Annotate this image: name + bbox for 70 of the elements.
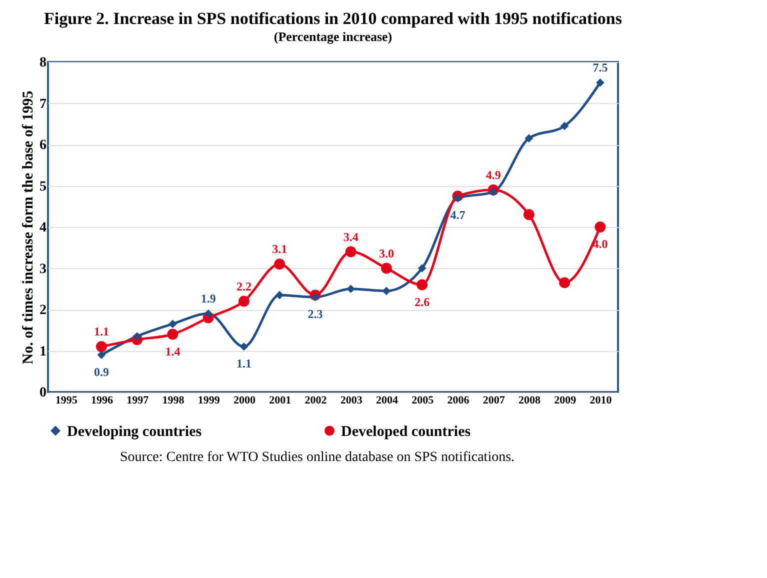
point (596, 78, 604, 87)
point (346, 284, 355, 294)
chart-title: Figure 2. Increase in SPS notifications in 2010 compared with 1995 notifications (44, 9, 622, 28)
data-label: 1.4 (165, 344, 180, 358)
data-label: 2.3 (308, 307, 323, 322)
legend-label: Developed countries (341, 424, 471, 440)
point (416, 279, 428, 290)
data-label: 4.7 (450, 208, 466, 222)
y-tick-label: 3 (40, 262, 46, 277)
x-tick-label: 1998 (162, 394, 185, 406)
x-tick-label: 1996 (90, 394, 114, 406)
point (418, 264, 426, 272)
point (167, 328, 178, 340)
source-note: Source: Centre for WTO Studies online database on SPS notifications. (120, 450, 516, 466)
chart-subtitle: (Percentage increase) (274, 29, 392, 44)
x-tick-label: 1997 (126, 394, 150, 406)
point (311, 292, 320, 302)
x-tick-label: 2010 (590, 394, 612, 406)
x-tick-label: 2000 (233, 394, 256, 406)
point (594, 222, 606, 232)
data-label: 1.1 (236, 356, 252, 371)
y-tick-label: 2 (40, 303, 46, 318)
x-tick-label: 2006 (447, 394, 470, 406)
data-label: 4.9 (486, 168, 501, 182)
point (524, 134, 534, 142)
point (204, 309, 212, 318)
x-tick-label: 1999 (198, 394, 220, 406)
y-tick-label: 8 (40, 56, 46, 70)
data-label: 3.0 (378, 246, 394, 260)
data-label: 2.6 (414, 294, 430, 309)
data-label: 3.4 (343, 230, 358, 244)
data-label: 1.9 (200, 292, 216, 306)
x-tick-label: 2009 (554, 394, 577, 406)
point (489, 188, 498, 196)
point (238, 296, 250, 307)
point (523, 209, 534, 220)
point (274, 258, 286, 270)
point (454, 194, 462, 202)
y-axis-title: No. of times increase form the base of 1995 (20, 90, 36, 364)
data-label: 7.5 (592, 60, 608, 75)
x-tick-label: 2002 (304, 394, 328, 406)
data-label: 0.9 (94, 364, 109, 379)
y-tick-label: 4 (40, 220, 46, 236)
y-tick-label: 1 (40, 344, 46, 360)
data-label: 1.1 (94, 324, 109, 339)
point (168, 320, 177, 328)
x-tick-label: 2008 (518, 394, 541, 406)
y-tick-label: 7 (40, 96, 46, 112)
point (96, 341, 107, 352)
data-label: 2.2 (236, 279, 252, 294)
data-label: 3.1 (272, 242, 288, 256)
point (560, 122, 569, 130)
point (240, 342, 248, 351)
point (345, 246, 356, 258)
y-tick-label: 6 (40, 138, 46, 153)
point (380, 262, 392, 274)
x-tick-label: 1995 (55, 394, 78, 406)
point (559, 277, 570, 288)
point (132, 332, 142, 340)
data-label: 4.0 (592, 237, 608, 251)
point (97, 350, 106, 360)
x-tick-label: 2001 (269, 394, 292, 406)
x-tick-label: 2004 (376, 394, 398, 406)
x-tick-label: 2007 (482, 394, 506, 406)
x-tick-label: 2003 (340, 394, 363, 406)
point (275, 290, 284, 300)
y-tick-label: 5 (40, 179, 46, 194)
legend-label: Developing countries (67, 424, 202, 440)
x-tick-label: 2005 (412, 394, 434, 406)
y-tick-label: 0 (40, 386, 46, 400)
